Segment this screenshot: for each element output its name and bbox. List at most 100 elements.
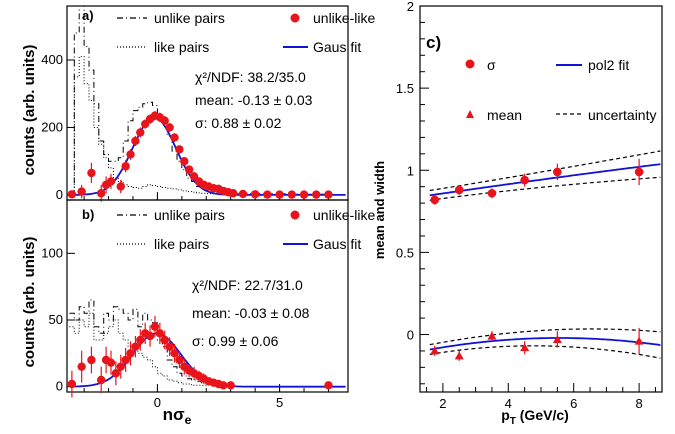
unlike-like-point-a-1: [77, 187, 86, 196]
unlike-like-point-b-3: [97, 375, 106, 385]
mean-pol2-fit: [429, 337, 661, 351]
unlike-like-point-a-3: [97, 189, 106, 198]
legend-unlike-like-marker: [290, 13, 300, 23]
unlike-like-point-a-8: [126, 150, 135, 159]
panel-b-ylabel: counts (arb. units): [21, 237, 38, 368]
unlike-like-point-a-19: [180, 157, 189, 166]
unlike-like-point-a-30: [238, 189, 248, 199]
ytick-label-a-1: 200: [41, 119, 63, 134]
unlike-like-point-b-19: [175, 355, 184, 365]
legend-sigma-marker: [465, 59, 475, 69]
unlike-like-point-a-35: [299, 190, 309, 199]
ytick-label-c-0: 0: [407, 328, 414, 343]
unlike-like-point-b-18: [170, 349, 179, 358]
legend-b-unlike-like: unlike-like: [313, 207, 375, 223]
ytick-label-c-3: 1.5: [396, 81, 414, 96]
legend-mean: mean: [487, 107, 522, 123]
mean-point-5: [634, 336, 644, 345]
chi2-annotation-a: χ²/NDF: 38.2/35.0: [195, 69, 306, 85]
panel-c-xlabel: pT (GeV/c): [501, 407, 569, 427]
mean-band-upper: [429, 328, 661, 346]
panel-a-label: a): [82, 8, 94, 23]
mean-band-lower: [429, 345, 661, 359]
unlike-like-point-b-10: [131, 342, 140, 351]
unlike-like-point-a-20: [184, 165, 194, 174]
unlike-like-point-b-7: [116, 362, 125, 371]
unlike-like-point-b-8: [121, 355, 130, 365]
mean-point-0: [430, 346, 440, 355]
panel-c-label: c): [426, 33, 441, 52]
unlike-like-point-b-15: [155, 329, 165, 338]
unlike-like-point-b-29: [226, 381, 235, 390]
xtick-label-c-3: 8: [635, 396, 642, 411]
chi2-annotation-b: χ²/NDF: 22.7/31.0: [192, 277, 303, 293]
unlike-like-point-a-0: [67, 190, 77, 199]
unlike-like-point-b-2: [87, 355, 96, 365]
unlike-like-point-b-13: [145, 331, 155, 341]
legend-unlike-like: unlike-like: [313, 10, 375, 26]
unlike-like-point-a-6: [116, 182, 125, 191]
legend-uncertainty: uncertainty: [588, 107, 656, 123]
unlike-like-point-b-11: [136, 335, 145, 345]
unlike-like-point-b-28: [219, 381, 228, 390]
mean-point-1: [454, 351, 464, 360]
sigma-point-0: [430, 195, 440, 205]
unlike-like-point-a-5: [106, 177, 116, 186]
unlike-like-point-a-31: [250, 190, 260, 199]
panel-b-xlabel: nσe: [163, 405, 192, 427]
ytick-label-c-2: 1: [407, 163, 414, 178]
unlike-like-point-a-10: [136, 128, 145, 137]
unlike-like-point-a-15: [160, 116, 169, 125]
legend-b-gaus-fit: Gaus fit: [313, 236, 361, 252]
panel-c: 0 0.5 1 1.5 2 2 4 6 8 c) σ pol2 fit mean uncerta…: [396, 0, 663, 411]
legend-b-unlike-pairs: unlike pairs: [154, 207, 225, 223]
mean-point-3: [520, 343, 530, 352]
unlike-like-point-a-17: [170, 133, 179, 142]
gaus-fit-curve-a: [69, 116, 346, 196]
xtick-label-b-1: 5: [276, 395, 283, 410]
legend-pol2: pol2 fit: [588, 57, 629, 73]
unlike-like-point-a-36: [312, 190, 321, 199]
panel-c-ylabel: mean and width: [372, 161, 387, 259]
sigma-point-3: [520, 175, 529, 185]
unlike-like-point-a-34: [287, 190, 296, 199]
legend-sigma: σ: [487, 57, 496, 73]
sigma-annotation-b: σ: 0.99 ± 0.06: [192, 333, 279, 349]
unlike-like-point-b-5: [106, 358, 116, 367]
mean-point-4: [552, 334, 562, 343]
unlike-like-point-a-33: [275, 190, 284, 199]
panel-a: 0 200 400 a) unlike pairs like pairs unlik…: [41, 5, 375, 202]
like-pairs-hist-a: [69, 56, 331, 196]
sigma-point-4: [553, 167, 562, 177]
panel-b-frame: [66, 199, 349, 393]
unlike-like-point-a-32: [263, 190, 272, 199]
unlike-like-point-a-37: [324, 190, 333, 199]
unlike-like-point-b-1: [77, 362, 86, 371]
sigma-pol2-fit: [429, 163, 661, 197]
legend-gaus-fit: Gaus fit: [313, 39, 361, 55]
unlike-like-point-a-16: [165, 123, 174, 132]
legend-unlike-pairs: unlike pairs: [154, 10, 225, 26]
panel-b-label: b): [82, 207, 94, 222]
sigma-band-upper: [429, 150, 661, 191]
unlike-like-point-b-14: [150, 322, 160, 331]
unlike-like-point-a-18: [175, 145, 184, 154]
sigma-band-lower: [429, 176, 661, 201]
panel-b: 0 50 100 0 5 b) unlike pairs like pairs unli…: [41, 199, 375, 410]
ytick-label-b-0: 0: [56, 379, 63, 394]
legend-b-like-pairs: like pairs: [154, 236, 209, 252]
unlike-like-point-a-9: [131, 136, 140, 146]
mean-annotation-b: mean: -0.03 ± 0.08: [192, 305, 310, 321]
ytick-label-c-4: 2: [407, 0, 414, 14]
unlike-like-point-a-2: [87, 168, 96, 178]
panel-a-ylabel: counts (arb. units): [21, 45, 38, 176]
unlike-pairs-hist-b: [69, 299, 234, 386]
sigma-annotation-a: σ: 0.88 ± 0.02: [195, 115, 282, 131]
legend-b-unlike-like-marker: [290, 210, 300, 220]
unlike-like-point-a-7: [121, 162, 130, 171]
unlike-like-point-b-0: [67, 379, 77, 389]
mean-point-2: [487, 331, 497, 340]
ytick-label-c-1: 0.5: [396, 245, 414, 260]
legend-mean-marker: [466, 110, 474, 118]
